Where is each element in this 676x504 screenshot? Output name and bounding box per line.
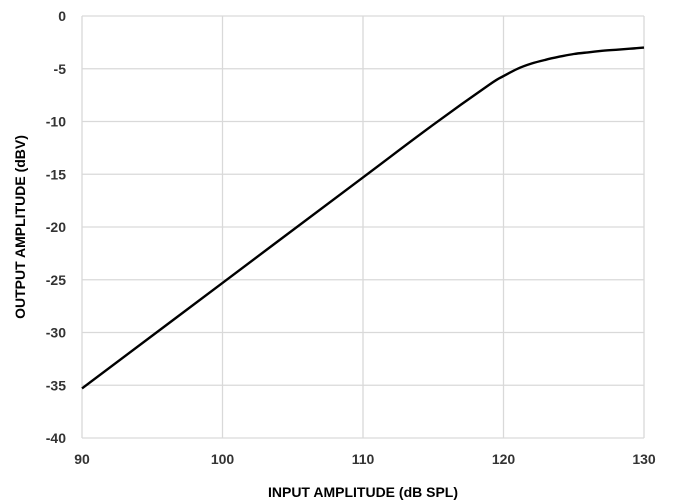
x-tick-label: 90 — [74, 451, 90, 467]
x-tick-label: 130 — [632, 451, 656, 467]
x-tick-label: 100 — [211, 451, 235, 467]
y-axis-title: OUTPUT AMPLITUDE (dBV) — [12, 135, 28, 319]
y-tick-label: -40 — [46, 430, 66, 446]
grid-lines — [82, 15, 645, 438]
y-tick-label: -30 — [46, 325, 66, 341]
y-tick-label: -10 — [46, 114, 66, 130]
plot-area — [81, 16, 644, 439]
y-tick-label: -5 — [54, 61, 67, 77]
y-tick-label: 0 — [58, 8, 66, 24]
y-axis-ticks: 0 -5 -10 -15 -20 -25 -30 -35 -40 — [46, 8, 66, 446]
y-tick-label: -25 — [46, 272, 66, 288]
x-axis-ticks: 90 100 110 120 130 — [74, 451, 656, 467]
series-layer — [81, 46, 645, 390]
series-line — [81, 46, 645, 390]
x-tick-label: 110 — [352, 451, 375, 467]
x-tick-label: 120 — [492, 451, 516, 467]
x-axis-title: INPUT AMPLITUDE (dB SPL) — [268, 484, 458, 500]
y-tick-label: -20 — [46, 219, 66, 235]
y-tick-label: -35 — [46, 377, 66, 393]
y-tick-label: -15 — [46, 166, 66, 182]
